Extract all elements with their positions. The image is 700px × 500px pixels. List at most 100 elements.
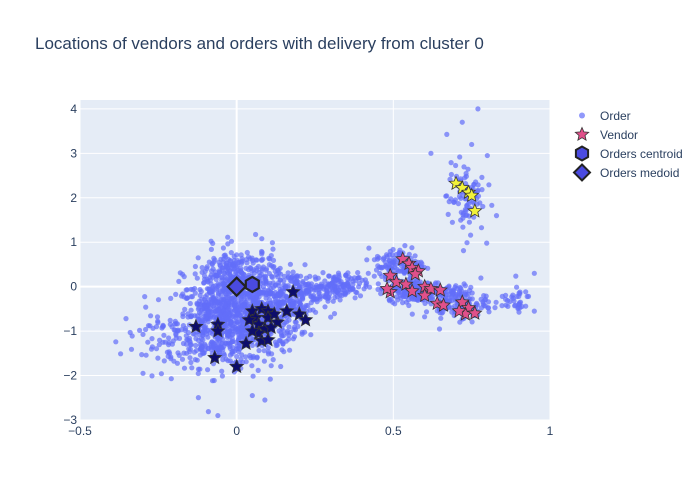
order-point [223,356,229,362]
order-point [517,305,523,311]
order-point [201,350,207,356]
order-point [188,359,194,366]
order-point [383,262,389,269]
legend[interactable]: Order Vendor Orders centroid Orders medo… [568,106,683,182]
vendor-point [285,283,301,299]
order-point [192,271,198,277]
order-point [202,268,208,274]
order-point [173,291,179,297]
order-point [512,302,519,308]
order-point [158,371,164,377]
order-point [148,313,154,319]
order-point [279,332,285,338]
order-point [478,225,485,231]
order-point [291,326,297,332]
order-point [480,203,486,210]
order-point [261,348,267,354]
order-point [454,286,460,292]
order-point [260,284,267,290]
y-tick-label: 3 [70,146,77,160]
order-point [194,275,200,281]
order-point [142,294,148,300]
order-point [128,346,135,352]
order-point [285,274,291,280]
order-point [270,357,276,363]
order-point [290,269,296,275]
order-point [376,264,382,270]
order-point [409,311,415,317]
order-point [188,294,194,300]
order-point [253,231,259,238]
order-point [165,353,171,359]
y-tick-label: −2 [63,369,77,383]
order-point [263,266,270,272]
order-point [267,376,273,382]
order-point [175,350,181,356]
order-point [123,316,129,322]
order-point [218,302,224,308]
order-point [262,397,268,403]
order-point [409,245,415,251]
y-tick-label: −1 [63,324,77,338]
order-point [143,352,149,358]
order-point [183,325,189,332]
order-point [209,261,215,268]
order-point [205,345,212,351]
order-point [332,276,339,282]
order-point [159,325,165,331]
order-point [187,300,193,307]
order-point [312,284,318,290]
order-point [153,324,160,330]
legend-item-order[interactable]: Order [568,106,683,125]
legend-item-vendor[interactable]: Vendor [568,125,683,144]
order-point [214,299,220,305]
order-point [284,328,290,334]
order-point [199,265,205,271]
order-point [361,286,367,292]
order-point [355,275,361,281]
order-point [448,171,454,178]
order-point [233,314,239,320]
order-point [448,160,454,166]
order-point [193,336,199,342]
order-point [499,303,505,309]
legend-item-orders-medoid[interactable]: Orders medoid [568,163,683,182]
order-point [254,257,260,263]
order-point [477,200,483,206]
order-point [195,395,201,401]
order-point [300,278,306,285]
order-point [322,278,328,284]
order-point [223,340,229,346]
order-point [229,328,235,334]
order-point [292,279,298,285]
order-point [157,337,163,343]
order-point [281,300,287,306]
order-point [196,305,202,311]
order-point [227,268,233,274]
order-point [201,280,207,286]
order-point [413,281,419,287]
order-point [228,311,234,317]
order-point [193,342,199,349]
order-point [181,365,188,371]
order-point [243,257,249,263]
order-point [208,246,214,252]
order-point [233,325,239,331]
order-point [183,287,189,293]
order-point [493,213,500,219]
legend-item-orders-centroid[interactable]: Orders centroid [568,144,683,163]
order-point [356,280,363,286]
order-point [307,273,313,279]
order-point [216,308,223,314]
order-point [231,253,237,259]
order-point [176,335,183,341]
vendor-point [388,274,405,289]
order-point [484,240,490,246]
order-point [203,324,209,330]
vendor-point [263,319,279,335]
vendor-point [210,323,226,338]
order-point [402,243,408,249]
order-point [367,284,373,290]
order-point [525,293,532,299]
order-point [197,287,203,293]
